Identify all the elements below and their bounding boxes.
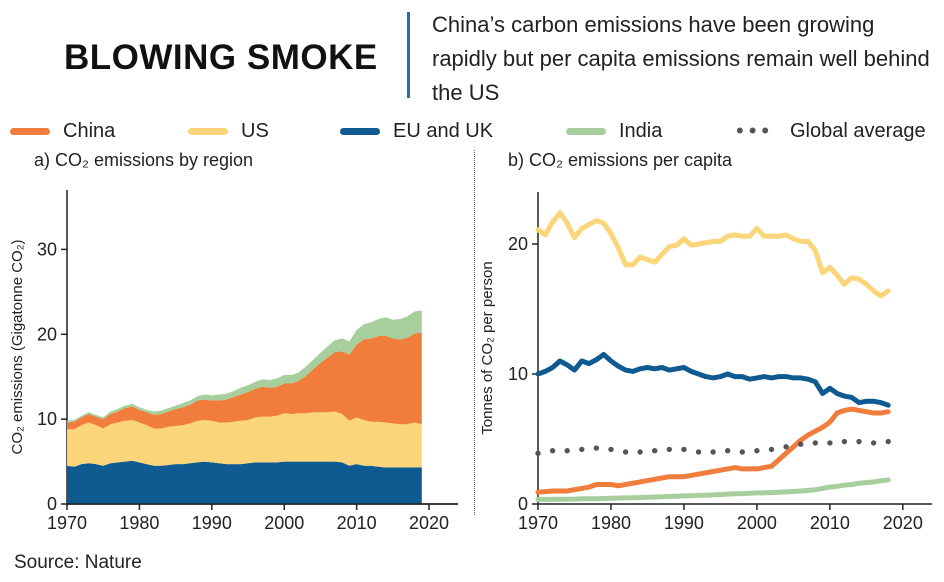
area-india — [67, 310, 422, 423]
point-global-average — [798, 441, 804, 447]
point-global-average — [841, 438, 848, 445]
point-global-average — [739, 449, 745, 455]
chart-b-y-tick-label: 0 — [518, 494, 528, 514]
point-global-average — [812, 440, 818, 446]
source-note: Source: Nature — [14, 552, 142, 573]
legend-item-global-average: ••• Global average — [736, 118, 926, 144]
legend-item-india: India — [566, 118, 662, 144]
point-global-average — [564, 448, 570, 454]
legend-item-eu-uk: EU and UK — [340, 118, 493, 144]
line-us — [535, 210, 891, 299]
point-global-average — [754, 448, 760, 454]
panel-b-title: b) CO₂ emissions per capita — [508, 150, 733, 170]
point-global-average — [710, 449, 716, 455]
page-title: BLOWING SMOKE — [64, 38, 378, 77]
point-global-average — [652, 448, 658, 454]
point-global-average — [695, 449, 702, 455]
chart-a-x-tick-label: 1980 — [119, 513, 159, 533]
line-china — [535, 406, 891, 495]
area-china — [67, 332, 422, 430]
chart-b-y-tick-label: 20 — [508, 234, 528, 254]
point-global-average — [549, 448, 556, 454]
legend-swatch-india — [566, 127, 606, 135]
chart-b-x-tick-label: 1990 — [664, 513, 704, 533]
point-global-average — [768, 446, 775, 453]
point-global-average — [608, 446, 614, 453]
panel-a-title: a) CO₂ emissions by region — [34, 150, 254, 170]
point-global-average — [666, 446, 672, 453]
chart-a-x-tick-label: 2010 — [337, 513, 377, 533]
point-global-average — [579, 446, 585, 453]
chart-a-x-tick-label: 1970 — [47, 513, 87, 533]
chart-a-x-tick-label: 1990 — [192, 513, 232, 533]
point-global-average — [725, 448, 731, 454]
chart-a-y-axis-label: CO₂ emissions (Gigatonne CO₂) — [9, 239, 26, 454]
point-global-average — [856, 438, 862, 445]
legend-swatch-china — [10, 127, 50, 135]
point-global-average — [681, 446, 687, 453]
legend-item-us: US — [188, 118, 269, 144]
point-global-average — [622, 449, 629, 455]
legend-label-eu-uk: EU and UK — [393, 119, 494, 142]
legend-label-global-average: Global average — [790, 119, 926, 142]
point-global-average — [827, 440, 833, 446]
point-global-average — [783, 444, 789, 450]
chart-b-x-tick-label: 1970 — [518, 513, 558, 533]
legend-label-india: India — [619, 119, 663, 142]
legend-item-china: China — [10, 118, 115, 144]
point-global-average — [637, 449, 643, 455]
title-divider — [407, 12, 410, 98]
point-global-average — [885, 438, 891, 445]
chart-b-y-tick-label: 10 — [508, 364, 528, 384]
line-eu-and-uk — [535, 352, 891, 408]
point-global-average — [593, 445, 600, 451]
legend-label-us: US — [241, 119, 269, 142]
legend-swatch-eu-uk — [340, 127, 380, 135]
legend-swatch-global-average: ••• — [736, 118, 775, 143]
chart-b-y-axis-label: Tonnes of CO₂ per person — [479, 261, 496, 434]
area-us — [67, 411, 422, 468]
chart-a-x-tick-label: 2000 — [264, 513, 304, 533]
legend: China US EU and UK India ••• Global aver… — [0, 118, 944, 144]
chart-b-x-tick-label: 1980 — [591, 513, 631, 533]
area-eu-and-uk — [67, 460, 422, 504]
chart-a-y-tick-label: 0 — [47, 494, 57, 514]
point-global-average — [535, 450, 541, 456]
point-global-average — [870, 440, 877, 446]
chart-a-y-tick-label: 30 — [37, 239, 57, 259]
legend-swatch-us — [188, 127, 228, 135]
chart-b-x-tick-label: 2000 — [737, 513, 777, 533]
legend-label-china: China — [63, 119, 116, 142]
page-subtitle: China’s carbon emissions have been growi… — [432, 12, 930, 105]
line-india — [535, 477, 891, 502]
chart-b-x-tick-label: 2020 — [883, 513, 923, 533]
chart-a-y-tick-label: 10 — [37, 409, 57, 429]
panel-divider — [474, 150, 475, 515]
chart-a-x-tick-label: 2020 — [409, 513, 449, 533]
chart-b-x-tick-label: 2010 — [810, 513, 850, 533]
chart-a-y-tick-label: 20 — [37, 324, 57, 344]
